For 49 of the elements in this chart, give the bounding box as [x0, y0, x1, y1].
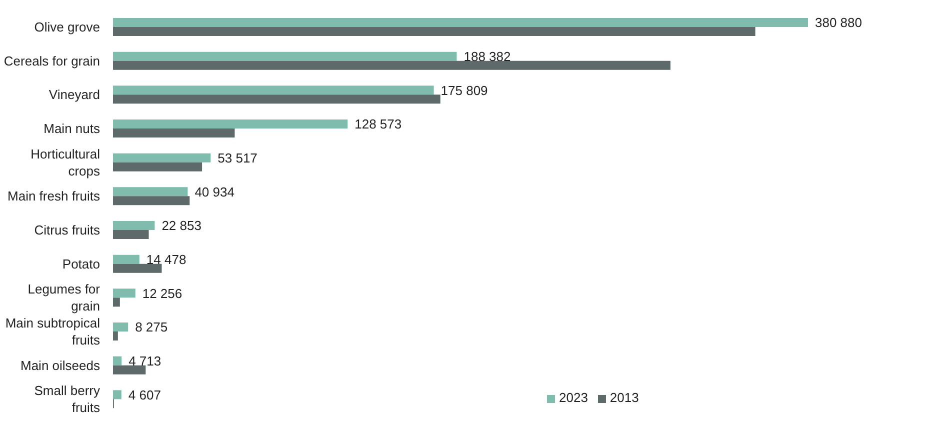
y-tick-label: Citrus fruits — [34, 222, 100, 238]
bar — [113, 298, 120, 307]
bar — [113, 390, 122, 400]
data-label: 128 573 — [354, 116, 402, 132]
bar — [113, 365, 146, 374]
bar — [113, 264, 162, 273]
bar — [113, 162, 202, 172]
data-label: 22 853 — [162, 218, 202, 234]
data-label: 8 275 — [135, 320, 168, 335]
y-tick-label: Legumes for grain — [28, 282, 101, 314]
y-tick-label: Small berry fruits — [34, 383, 100, 416]
bar — [113, 52, 457, 61]
y-tick-label: Vineyard — [48, 87, 100, 102]
bar — [113, 60, 670, 70]
y-tick-label: Horticultural crops — [30, 146, 100, 178]
data-label: 14 478 — [146, 252, 186, 267]
y-tick-label: Main oilseeds — [20, 358, 100, 373]
bar — [113, 221, 155, 230]
bar — [113, 187, 188, 196]
y-tick-label: Cereals for grain — [4, 53, 100, 68]
bar — [113, 230, 149, 239]
bar — [113, 27, 756, 36]
legend-label: 2013 — [610, 390, 639, 405]
bar — [113, 288, 136, 298]
data-label: 4 607 — [128, 387, 161, 402]
y-tick-label: Main fresh fruits — [8, 188, 100, 204]
y-tick-label: Potato — [62, 256, 100, 272]
bar — [113, 94, 440, 104]
bar — [113, 18, 808, 27]
bar — [113, 356, 122, 366]
data-label: 53 517 — [218, 150, 258, 166]
data-label: 188 382 — [464, 48, 511, 64]
bar — [113, 153, 211, 162]
bar — [113, 128, 235, 138]
y-tick-label: Olive grove — [34, 19, 100, 34]
legend-label: 2023 — [559, 390, 588, 405]
data-label: 12 256 — [142, 286, 182, 301]
y-tick-label: Main subtropical fruits — [5, 315, 100, 348]
bar — [113, 322, 128, 332]
bar — [113, 86, 434, 95]
data-label: 175 809 — [440, 82, 488, 98]
bar — [113, 332, 118, 340]
data-label: 4 713 — [128, 353, 162, 368]
y-tick-label: Main nuts — [44, 120, 100, 136]
data-label: 40 934 — [194, 184, 234, 200]
bar — [113, 120, 348, 128]
bar — [113, 254, 140, 264]
data-label: 380 880 — [815, 15, 862, 30]
bar — [113, 196, 190, 206]
